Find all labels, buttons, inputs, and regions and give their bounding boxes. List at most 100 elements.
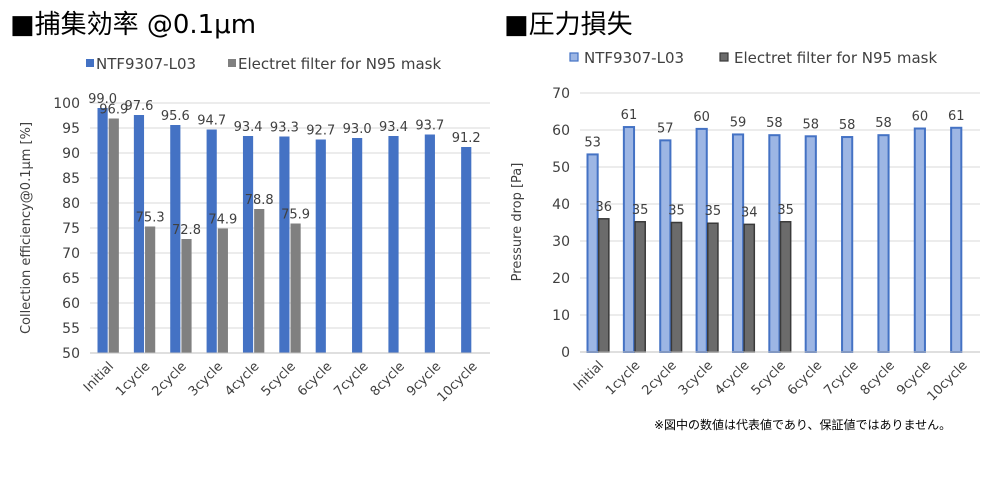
left-bar-electret: [217, 228, 228, 353]
left-y-axis-label: Collection efficiency@0.1μm [%]: [19, 122, 34, 334]
left-data-label: 97.6: [124, 99, 153, 114]
right-data-label: 53: [584, 135, 601, 150]
right-data-label: 35: [632, 203, 649, 218]
left-ytick-label: 55: [62, 321, 80, 337]
left-xtick-label: 10cycle: [435, 359, 481, 405]
right-xtick-label: 2cycle: [640, 358, 680, 398]
right-bar-ntf: [950, 126, 963, 353]
right-bar-electret: [707, 222, 719, 353]
left-ytick-label: 65: [62, 271, 80, 287]
right-xtick-label: 6cycle: [785, 358, 825, 398]
right-legend-swatch: [719, 52, 729, 62]
left-data-label: 93.4: [234, 120, 263, 135]
right-data-label: 58: [839, 118, 856, 133]
left-ytick-label: 85: [62, 171, 80, 187]
left-bar-ntf: [133, 115, 145, 353]
right-bar-electret: [670, 221, 683, 353]
right-ytick-label: 10: [552, 308, 570, 324]
left-xtick-label: 4cycle: [222, 359, 262, 399]
left-xtick-label: 5cycle: [259, 359, 299, 399]
right-bar-electret: [743, 223, 756, 353]
left-xtick-label: 1cycle: [113, 359, 153, 399]
left-data-label: 75.3: [136, 211, 165, 226]
right-bar-electret: [597, 218, 610, 353]
left-legend-swatch: [86, 59, 94, 67]
right-ytick-label: 0: [561, 345, 570, 361]
left-bar-ntf: [315, 139, 326, 353]
left-bar-ntf: [352, 138, 363, 353]
right-data-label: 35: [668, 204, 685, 219]
left-data-label: 74.9: [208, 213, 237, 228]
left-data-label: 92.7: [306, 124, 335, 139]
right-data-label: 58: [875, 116, 892, 131]
right-ytick-label: 40: [552, 197, 570, 213]
right-bar-ntf: [622, 126, 636, 354]
left-ytick-label: 50: [62, 346, 80, 362]
left-bar-electret: [254, 209, 265, 353]
right-xtick-label: 8cycle: [858, 358, 898, 398]
left-bar-ntf: [461, 147, 472, 353]
left-bar-ntf: [388, 136, 399, 353]
left-ytick-label: 80: [62, 196, 80, 212]
left-xtick-label: 8cycle: [368, 359, 408, 399]
left-bar-ntf: [279, 136, 290, 353]
right-ytick-label: 20: [552, 271, 570, 287]
right-bar-ntf: [695, 127, 708, 353]
right-ytick-label: 30: [552, 234, 570, 250]
right-bar-ntf: [804, 135, 817, 353]
right-bar-ntf: [877, 134, 890, 353]
right-data-label: 34: [741, 205, 758, 220]
right-xtick-label: 7cycle: [821, 358, 861, 398]
left-data-label: 93.0: [343, 122, 372, 137]
left-ytick-label: 95: [62, 121, 80, 137]
right-legend-label: NTF9307-L03: [584, 49, 684, 67]
left-bar-electret: [181, 239, 192, 353]
left-legend-label: Electret filter for N95 mask: [238, 55, 441, 73]
left-legend-label: NTF9307-L03: [96, 55, 196, 73]
right-data-label: 35: [705, 204, 722, 219]
right-xtick-label: 4cycle: [712, 358, 752, 398]
right-bar-ntf: [586, 153, 599, 353]
left-data-label: 93.7: [415, 119, 444, 134]
left-legend-swatch: [228, 59, 236, 67]
right-xtick-label: 10cycle: [925, 358, 971, 404]
right-bar-ntf: [731, 133, 745, 353]
left-data-label: 96.9: [99, 103, 128, 118]
left-bar-ntf: [242, 136, 254, 353]
right-panel-title: ■圧力損失: [504, 10, 633, 40]
left-ytick-label: 70: [62, 246, 80, 262]
disclaimer-note: ※図中の数値は代表値であり、保証値ではありません。: [654, 418, 952, 432]
right-xtick-label: 1cycle: [603, 358, 643, 398]
left-data-label: 93.3: [270, 121, 299, 136]
right-y-axis-label: Pressure drop [Pa]: [510, 163, 525, 282]
left-data-label: 94.7: [197, 114, 226, 129]
left-ytick-label: 100: [53, 96, 80, 112]
left-xtick-label: 6cycle: [295, 359, 335, 399]
left-bar-electret: [108, 118, 119, 353]
right-data-label: 35: [777, 203, 794, 218]
left-bar-ntf: [170, 125, 181, 353]
right-ytick-label: 70: [552, 86, 570, 102]
right-xtick-label: 5cycle: [749, 358, 789, 398]
right-data-label: 61: [948, 109, 965, 124]
left-bar-electret: [145, 226, 156, 353]
left-xtick-label: 3cycle: [186, 359, 226, 399]
left-data-label: 95.6: [161, 109, 190, 124]
left-xtick-label: 2cycle: [150, 359, 190, 399]
right-legend-swatch: [569, 52, 579, 62]
left-xtick-label: Initial: [81, 359, 117, 395]
left-panel-title: ■捕集効率 @0.1μm: [10, 10, 257, 40]
right-data-label: 57: [657, 121, 674, 136]
right-bar-electret: [779, 221, 792, 353]
left-data-label: 99.0: [88, 92, 117, 107]
left-bar-electret: [290, 223, 301, 353]
right-ytick-label: 60: [552, 123, 570, 139]
left-bar-ntf: [97, 108, 108, 353]
left-bar-ntf: [206, 129, 217, 353]
right-bar-ntf: [841, 136, 854, 353]
right-data-label: 59: [730, 115, 747, 130]
right-xtick-label: Initial: [571, 358, 607, 394]
left-ytick-label: 75: [62, 221, 80, 237]
right-data-label: 58: [766, 116, 783, 131]
